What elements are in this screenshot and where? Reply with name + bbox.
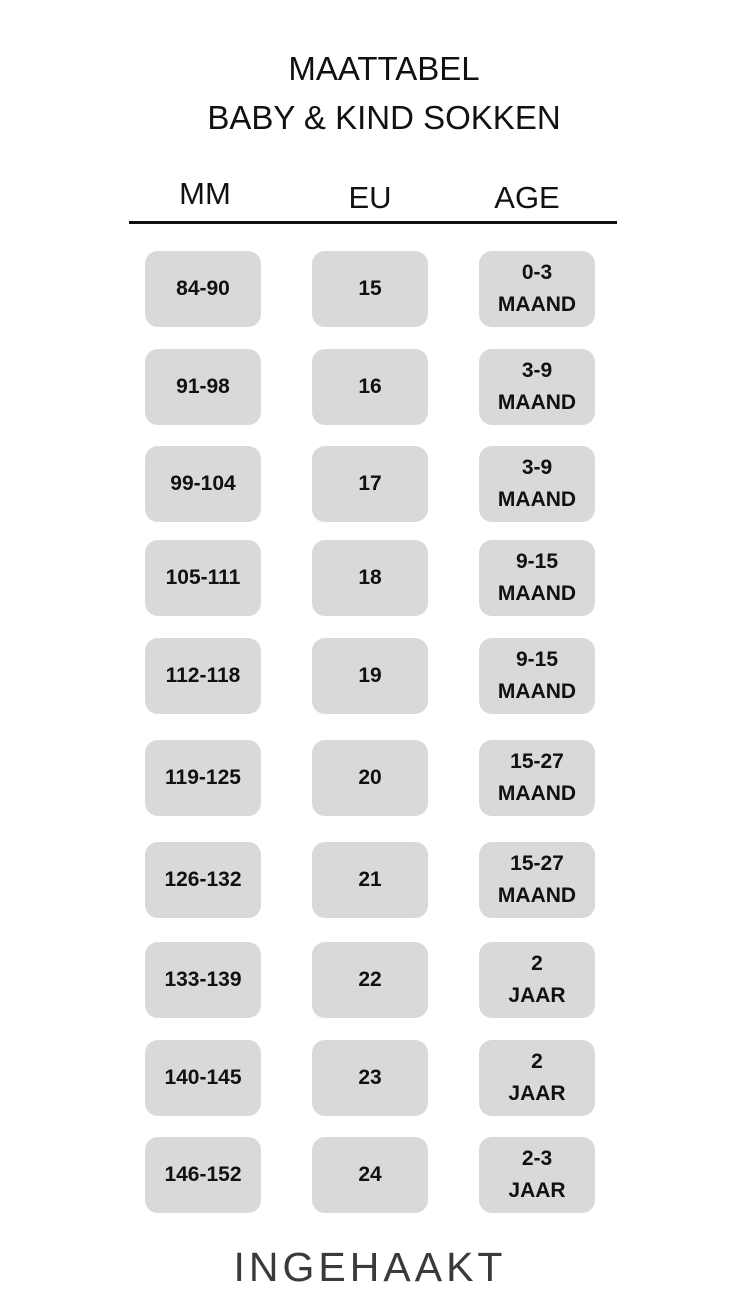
age-unit: MAAND bbox=[497, 391, 577, 414]
eu-cell: 24 bbox=[312, 1137, 428, 1213]
age-unit: MAAND bbox=[497, 884, 577, 907]
age-unit: JAAR bbox=[508, 1082, 566, 1105]
eu-value: 17 bbox=[358, 472, 382, 495]
age-cell: 2 JAAR bbox=[479, 942, 595, 1018]
age-range: 9-15 bbox=[515, 648, 559, 671]
age-unit: MAAND bbox=[497, 782, 577, 805]
age-range: 15-27 bbox=[510, 852, 564, 875]
age-cell: 9-15 MAAND bbox=[479, 638, 595, 714]
mm-value: 84-90 bbox=[176, 277, 230, 300]
eu-value: 15 bbox=[358, 277, 382, 300]
eu-cell: 17 bbox=[312, 446, 428, 522]
age-unit: MAAND bbox=[497, 293, 577, 316]
age-range: 2-3 bbox=[521, 1147, 553, 1170]
mm-value: 112-118 bbox=[165, 664, 241, 687]
age-range: 0-3 bbox=[521, 261, 553, 284]
age-cell: 15-27 MAAND bbox=[479, 842, 595, 918]
column-header-age: AGE bbox=[494, 180, 560, 215]
age-cell: 15-27 MAAND bbox=[479, 740, 595, 816]
age-cell: 3-9 MAAND bbox=[479, 349, 595, 425]
mm-cell: 84-90 bbox=[145, 251, 261, 327]
age-cell: 2 JAAR bbox=[479, 1040, 595, 1116]
eu-value: 19 bbox=[358, 664, 382, 687]
age-range: 2 bbox=[531, 952, 543, 975]
mm-value: 91-98 bbox=[176, 375, 230, 398]
mm-value: 126-132 bbox=[164, 868, 242, 891]
mm-value: 146-152 bbox=[164, 1163, 242, 1186]
table-row: 146-152 24 2-3 JAAR bbox=[0, 1137, 740, 1213]
mm-cell: 91-98 bbox=[145, 349, 261, 425]
column-header-mm: MM bbox=[179, 176, 231, 211]
age-unit: JAAR bbox=[508, 1179, 566, 1202]
eu-value: 23 bbox=[358, 1066, 382, 1089]
eu-value: 20 bbox=[358, 766, 382, 789]
mm-cell: 126-132 bbox=[145, 842, 261, 918]
mm-value: 99-104 bbox=[170, 472, 236, 495]
table-row: 112-118 19 9-15 MAAND bbox=[0, 638, 740, 714]
title-line-1: MAATTABEL bbox=[288, 50, 480, 87]
age-unit: MAAND bbox=[497, 582, 577, 605]
eu-cell: 22 bbox=[312, 942, 428, 1018]
eu-cell: 20 bbox=[312, 740, 428, 816]
eu-value: 18 bbox=[358, 566, 382, 589]
table-row: 140-145 23 2 JAAR bbox=[0, 1040, 740, 1116]
age-range: 9-15 bbox=[515, 550, 559, 573]
eu-cell: 19 bbox=[312, 638, 428, 714]
eu-value: 16 bbox=[358, 375, 382, 398]
eu-value: 22 bbox=[358, 968, 382, 991]
age-cell: 0-3 MAAND bbox=[479, 251, 595, 327]
mm-value: 119-125 bbox=[165, 766, 241, 789]
age-unit: MAAND bbox=[497, 488, 577, 511]
eu-cell: 23 bbox=[312, 1040, 428, 1116]
column-header-eu: EU bbox=[348, 180, 392, 215]
mm-cell: 99-104 bbox=[145, 446, 261, 522]
table-row: 126-132 21 15-27 MAAND bbox=[0, 842, 740, 918]
age-range: 2 bbox=[531, 1050, 543, 1073]
mm-cell: 119-125 bbox=[145, 740, 261, 816]
eu-value: 24 bbox=[358, 1163, 382, 1186]
age-range: 3-9 bbox=[521, 359, 553, 382]
age-range: 3-9 bbox=[521, 456, 553, 479]
age-cell: 2-3 JAAR bbox=[479, 1137, 595, 1213]
age-cell: 3-9 MAAND bbox=[479, 446, 595, 522]
table-row: 133-139 22 2 JAAR bbox=[0, 942, 740, 1018]
table-row: 99-104 17 3-9 MAAND bbox=[0, 446, 740, 522]
age-cell: 9-15 MAAND bbox=[479, 540, 595, 616]
mm-value: 133-139 bbox=[164, 968, 242, 991]
mm-cell: 146-152 bbox=[145, 1137, 261, 1213]
mm-value: 105-111 bbox=[165, 566, 241, 589]
table-row: 119-125 20 15-27 MAAND bbox=[0, 740, 740, 816]
eu-value: 21 bbox=[358, 868, 382, 891]
eu-cell: 18 bbox=[312, 540, 428, 616]
table-row: 105-111 18 9-15 MAAND bbox=[0, 540, 740, 616]
eu-cell: 21 bbox=[312, 842, 428, 918]
brand-logo: INGEHAAKT bbox=[233, 1244, 507, 1290]
age-range: 15-27 bbox=[510, 750, 564, 773]
mm-cell: 133-139 bbox=[145, 942, 261, 1018]
eu-cell: 16 bbox=[312, 349, 428, 425]
table-row: 84-90 15 0-3 MAAND bbox=[0, 251, 740, 327]
mm-cell: 140-145 bbox=[145, 1040, 261, 1116]
title-line-2: BABY & KIND SOKKEN bbox=[207, 99, 561, 136]
table-row: 91-98 16 3-9 MAAND bbox=[0, 349, 740, 425]
header-divider bbox=[129, 221, 617, 224]
mm-cell: 112-118 bbox=[145, 638, 261, 714]
age-unit: JAAR bbox=[508, 984, 566, 1007]
eu-cell: 15 bbox=[312, 251, 428, 327]
mm-cell: 105-111 bbox=[145, 540, 261, 616]
mm-value: 140-145 bbox=[164, 1066, 242, 1089]
age-unit: MAAND bbox=[497, 680, 577, 703]
